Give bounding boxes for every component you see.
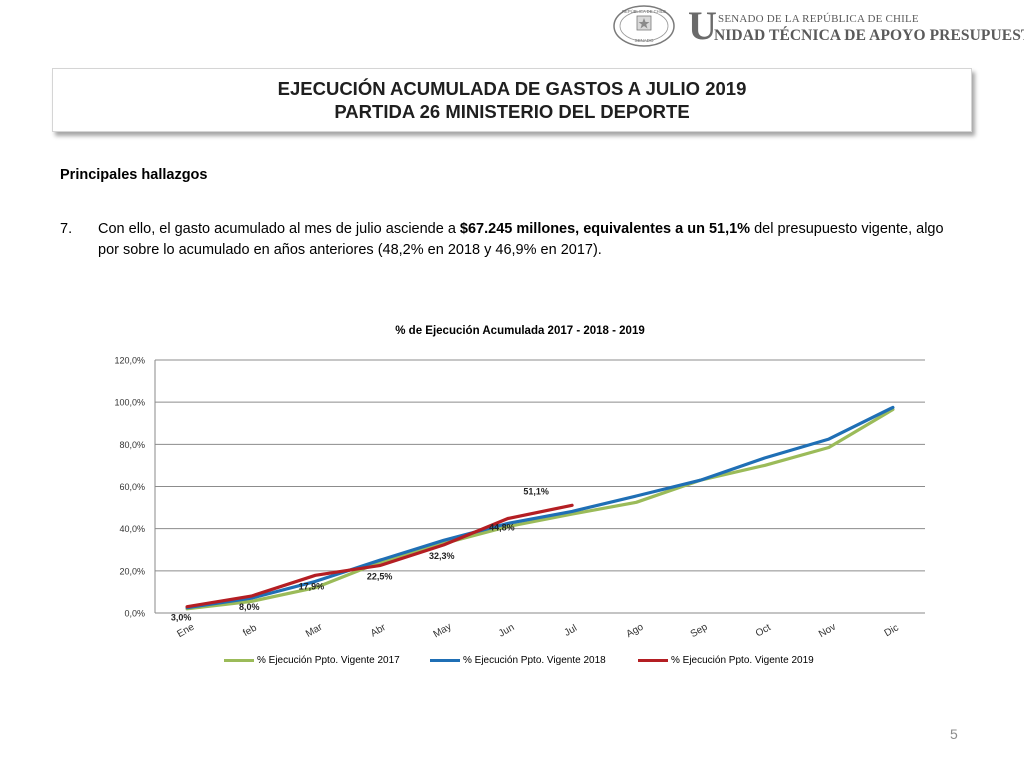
seal-bottom-text: SENADO bbox=[634, 38, 654, 43]
legend-swatch-2019 bbox=[638, 658, 668, 662]
finding-number: 7. bbox=[60, 221, 73, 237]
y-tick-label: 80,0% bbox=[119, 440, 145, 450]
x-tick-label: Abr bbox=[369, 622, 389, 640]
legend-item-2018: % Ejecución Ppto. Vigente 2018 bbox=[430, 655, 606, 666]
legend-item-2019: % Ejecución Ppto. Vigente 2019 bbox=[638, 655, 814, 666]
data-label: 44,8% bbox=[489, 523, 515, 533]
legend-label-2017: % Ejecución Ppto. Vigente 2017 bbox=[257, 655, 400, 666]
y-tick-label: 20,0% bbox=[119, 566, 145, 576]
slide-title-line-1: EJECUCIÓN ACUMULADA DE GASTOS A JULIO 20… bbox=[277, 78, 747, 99]
slide-title-box: EJECUCIÓN ACUMULADA DE GASTOS A JULIO 20… bbox=[52, 68, 972, 132]
x-tick-label: Mar bbox=[304, 621, 325, 639]
y-tick-label: 60,0% bbox=[119, 482, 145, 492]
brand-initial: U bbox=[688, 3, 717, 48]
legend-swatch-2018 bbox=[430, 658, 460, 662]
chart-title: % de Ejecución Acumulada 2017 - 2018 - 2… bbox=[395, 325, 645, 337]
unidad-tecnica-logo: U SENADO DE LA REPÚBLICA DE CHILE NIDAD … bbox=[688, 3, 1024, 48]
x-tick-label: May bbox=[432, 621, 454, 640]
y-tick-label: 100,0% bbox=[114, 398, 145, 408]
series-line-0 bbox=[185, 407, 895, 611]
series-line-2 bbox=[185, 503, 574, 609]
x-tick-label: Ago bbox=[625, 621, 646, 640]
legend-label-2019: % Ejecución Ppto. Vigente 2019 bbox=[671, 655, 814, 666]
y-tick-label: 40,0% bbox=[119, 524, 145, 534]
x-tick-label: Ene bbox=[175, 621, 196, 640]
x-tick-label: Dic bbox=[883, 622, 901, 639]
x-tick-label: feb bbox=[241, 622, 259, 639]
x-tick-label: Jul bbox=[563, 623, 580, 639]
data-label: 3,0% bbox=[171, 613, 192, 623]
chart-legend: % Ejecución Ppto. Vigente 2017 % Ejecuci… bbox=[224, 655, 864, 671]
x-tick-label: Jun bbox=[497, 622, 516, 640]
brand-senado-text: SENADO DE LA REPÚBLICA DE CHILE bbox=[718, 13, 919, 25]
series-line-1 bbox=[185, 405, 895, 610]
finding-text-before: Con ello, el gasto acumulado al mes de j… bbox=[98, 221, 460, 237]
seal-text: REPÚBLICA DE CHILE bbox=[622, 9, 666, 14]
brand-unidad-text: NIDAD TÉCNICA DE APOYO PRESUPUESTARIO bbox=[714, 27, 1024, 44]
section-heading: Principales hallazgos bbox=[60, 167, 208, 183]
y-tick-label: 120,0% bbox=[114, 356, 145, 366]
x-tick-label: Sep bbox=[689, 621, 710, 640]
data-label: 51,1% bbox=[523, 486, 549, 496]
finding-text-after: del presupuesto vigente, algo por sobre … bbox=[98, 221, 944, 258]
legend-item-2017: % Ejecución Ppto. Vigente 2017 bbox=[224, 655, 400, 666]
slide-title-line-2: PARTIDA 26 MINISTERIO DEL DEPORTE bbox=[334, 101, 690, 122]
execution-line-chart: 0,0% 20,0% 40,0% 60,0% 80,0% 100,0% 120,0% Ene f… bbox=[114, 356, 925, 640]
legend-swatch-2017 bbox=[224, 658, 254, 662]
x-tick-label: Oct bbox=[754, 622, 773, 639]
finding-text: Con ello, el gasto acumulado al mes de j… bbox=[98, 219, 968, 261]
x-tick-label: Nov bbox=[817, 622, 838, 640]
y-tick-label: 0,0% bbox=[124, 609, 145, 619]
data-label: 17,9% bbox=[299, 581, 325, 591]
data-label: 22,5% bbox=[367, 572, 393, 582]
legend-label-2018: % Ejecución Ppto. Vigente 2018 bbox=[463, 655, 606, 666]
page-number: 5 bbox=[950, 726, 958, 742]
finding-text-bold: $67.245 millones, equivalentes a un 51,1… bbox=[459, 221, 751, 237]
data-label: 8,0% bbox=[239, 602, 260, 612]
senado-seal-logo: REPÚBLICA DE CHILE SENADO bbox=[613, 5, 675, 47]
data-label: 32,3% bbox=[429, 551, 455, 561]
